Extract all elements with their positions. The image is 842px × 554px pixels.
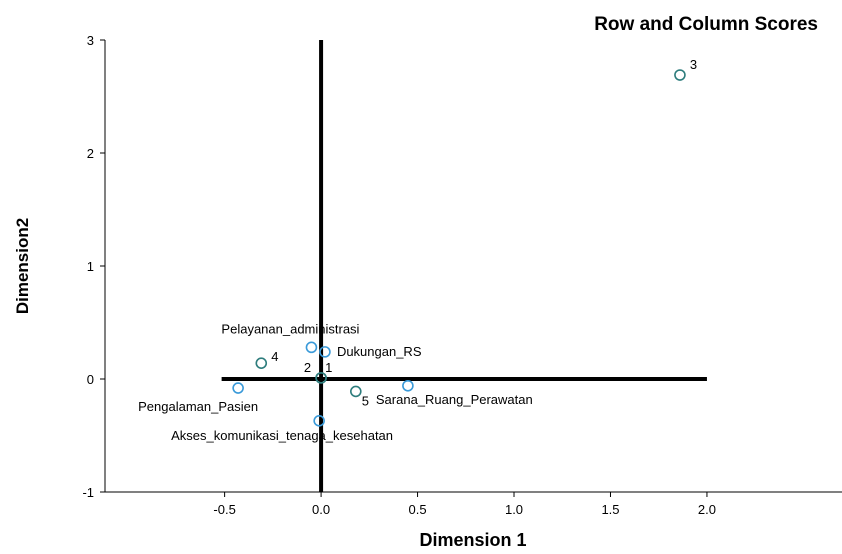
x-axis-title: Dimension 1 [419, 530, 526, 550]
point-label: Akses_komunikasi_tenaga_kesehatan [171, 428, 393, 443]
x-tick-label: 2.0 [698, 502, 716, 517]
point-marker [305, 341, 318, 354]
point-label: 4 [271, 349, 278, 364]
point-marker [255, 357, 268, 369]
point-marker [315, 372, 327, 384]
y-tick-label: 1 [87, 259, 94, 274]
point-marker [402, 379, 414, 392]
y-tick-label: 0 [87, 372, 94, 387]
y-tick-label: 2 [87, 146, 94, 161]
y-axis-title: Dimension2 [13, 218, 32, 314]
point-label: Pelayanan_administrasi [221, 321, 359, 336]
point-label: 3 [690, 57, 697, 72]
x-tick-label: 1.0 [505, 502, 523, 517]
reference-lines [221, 40, 707, 492]
x-tick-label: 1.5 [601, 502, 619, 517]
point-label: Sarana_Ruang_Perawatan [376, 392, 533, 407]
data-points: 12 3 4 5 Pelayanan_administrasi Dukungan_RS Pe… [138, 57, 697, 443]
point-marker [350, 385, 362, 398]
point-label: Dukungan_RS [337, 344, 422, 359]
y-tick-label: 3 [87, 33, 94, 48]
point-label: Pengalaman_Pasien [138, 399, 258, 414]
point-marker [674, 69, 686, 81]
point-label: 5 [362, 393, 369, 408]
point-label: 2 [304, 360, 311, 375]
chart-title: Row and Column Scores [594, 14, 818, 35]
x-tick-label: -0.5 [213, 502, 235, 517]
point-label: 1 [325, 360, 332, 375]
x-tick-label: 0.5 [409, 502, 427, 517]
point-marker [319, 346, 331, 358]
point-marker [232, 382, 244, 394]
x-tick-label: 0.0 [312, 502, 330, 517]
point-marker [313, 415, 325, 427]
y-tick-label: -1 [82, 485, 94, 500]
